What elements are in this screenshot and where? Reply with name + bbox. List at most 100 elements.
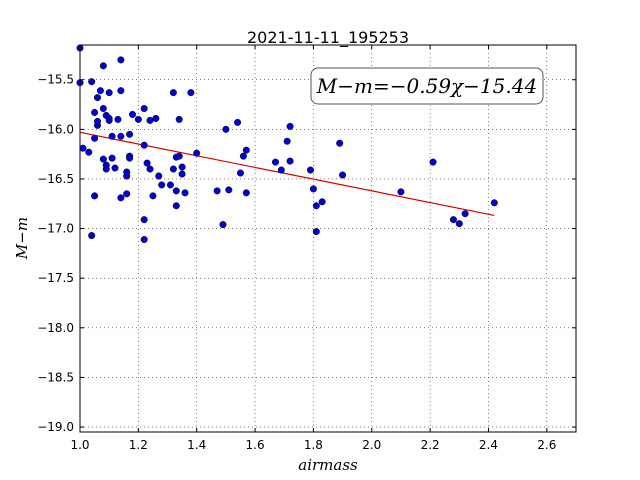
data-point <box>140 141 148 149</box>
data-point <box>455 220 463 228</box>
data-point <box>172 187 180 195</box>
data-point <box>114 115 122 123</box>
data-point <box>271 158 279 166</box>
data-point <box>178 163 186 171</box>
data-point <box>169 89 177 97</box>
data-point <box>88 78 96 86</box>
data-point <box>126 130 134 138</box>
y-tick-label: −18.0 <box>37 321 74 335</box>
y-tick-label: −18.5 <box>37 370 74 384</box>
data-point <box>172 202 180 210</box>
data-point <box>175 152 183 160</box>
data-point <box>143 159 151 167</box>
data-point <box>85 148 93 156</box>
y-tick-label: −17.5 <box>37 271 74 285</box>
fit-line <box>79 131 495 217</box>
data-point <box>306 166 314 174</box>
data-point <box>449 216 457 224</box>
data-point <box>312 228 320 236</box>
data-point <box>225 186 233 194</box>
y-tick-label: −17.0 <box>37 222 74 236</box>
data-point <box>219 221 227 229</box>
data-point <box>105 114 113 122</box>
data-point <box>146 165 154 173</box>
data-point <box>490 199 498 207</box>
data-point <box>102 165 110 173</box>
data-point <box>88 232 96 240</box>
data-point <box>117 194 125 202</box>
data-point <box>99 155 107 163</box>
data-point <box>91 192 99 200</box>
data-point <box>158 181 166 189</box>
data-point <box>283 137 291 145</box>
data-point <box>94 94 102 102</box>
data-point <box>312 202 320 210</box>
data-point <box>429 158 437 166</box>
chart-title: 2021-11-11_195253 <box>247 28 409 48</box>
data-point <box>277 166 285 174</box>
x-axis-label: airmass <box>298 456 358 474</box>
data-point <box>309 185 317 193</box>
data-point <box>169 165 177 173</box>
plot-background <box>80 45 576 432</box>
data-point <box>234 118 242 126</box>
y-axis-label: M−m <box>13 217 31 260</box>
data-point <box>146 116 154 124</box>
data-point <box>134 115 142 123</box>
data-point <box>222 125 230 133</box>
data-point <box>236 169 244 177</box>
data-point <box>152 114 160 122</box>
data-point <box>117 87 125 95</box>
data-point <box>99 62 107 70</box>
data-point <box>123 172 131 180</box>
data-point <box>242 146 250 154</box>
data-point <box>79 144 87 152</box>
data-point <box>91 108 99 116</box>
data-point <box>91 134 99 142</box>
x-tick-label: 2.4 <box>479 438 498 452</box>
data-point <box>99 105 107 113</box>
data-points <box>76 44 498 243</box>
data-point <box>155 172 163 180</box>
x-tick-label: 1.2 <box>129 438 148 452</box>
data-point <box>336 139 344 147</box>
fit-line-layer <box>79 131 495 217</box>
data-point <box>193 149 201 157</box>
x-tick-label: 1.6 <box>246 438 265 452</box>
data-point <box>149 192 157 200</box>
x-tick-label: 2.6 <box>537 438 556 452</box>
y-tick-label: −16.5 <box>37 172 74 186</box>
data-point <box>108 154 116 162</box>
data-point <box>397 188 405 196</box>
data-point <box>213 187 221 195</box>
y-tick-label: −16.0 <box>37 122 74 136</box>
data-point <box>140 235 148 243</box>
data-point <box>94 117 102 125</box>
data-point <box>117 132 125 140</box>
data-point <box>111 164 119 172</box>
data-point <box>339 171 347 179</box>
data-point <box>286 157 294 165</box>
data-point <box>239 152 247 160</box>
y-tick-label: −19.0 <box>37 420 74 434</box>
x-tick-label: 1.0 <box>70 438 89 452</box>
fit-equation-annotation: M−m=−0.59χ−15.44 <box>310 67 544 105</box>
data-point <box>140 216 148 224</box>
data-point <box>242 189 250 197</box>
data-point <box>461 210 469 218</box>
data-point <box>286 122 294 130</box>
data-point <box>96 87 104 95</box>
data-point <box>318 198 326 206</box>
data-point <box>129 110 137 118</box>
data-point <box>181 189 189 197</box>
axis-ticks: 1.0 1.2 1.4 1.6 1.8 2.0 2.2 2.4 2.6 −15.5 −16.0 −16… <box>37 45 576 452</box>
annotation-box <box>310 67 544 105</box>
x-tick-label: 1.4 <box>187 438 206 452</box>
annotation-text: M−m=−0.59χ−15.44 <box>316 74 537 98</box>
x-tick-label: 1.8 <box>304 438 323 452</box>
data-point <box>178 170 186 178</box>
x-tick-label: 2.2 <box>421 438 440 452</box>
data-point <box>126 154 134 162</box>
y-tick-label: −15.5 <box>37 73 74 87</box>
